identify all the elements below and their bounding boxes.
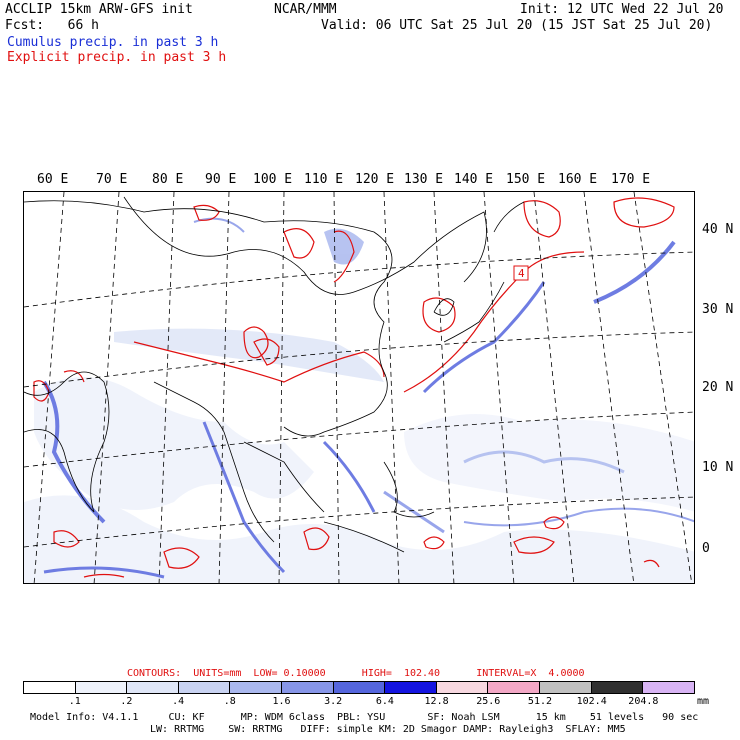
lat-label: 40 N <box>702 222 734 237</box>
color-swatch <box>436 682 489 693</box>
lat-label: 20 N <box>702 380 734 395</box>
color-scale-label: .2 <box>120 696 133 707</box>
lon-label: 70 E <box>96 172 128 187</box>
lon-label: 60 E <box>37 172 69 187</box>
color-scale-label: .8 <box>223 696 236 707</box>
model-info-line2: LW: RRTMG SW: RRTMG DIFF: simple KM: 2D … <box>150 724 626 735</box>
lat-lon-grid <box>24 192 694 583</box>
lon-label: 90 E <box>205 172 237 187</box>
lon-label: 170 E <box>611 172 651 187</box>
explicit-precip-field <box>33 197 675 578</box>
color-scale-label: 1.6 <box>272 696 291 707</box>
color-swatch <box>591 682 644 693</box>
color-swatch <box>24 682 76 693</box>
lon-label: 120 E <box>355 172 395 187</box>
title-left: ACCLIP 15km ARW-GFS init <box>5 2 193 17</box>
color-scale-label: 3.2 <box>324 696 343 707</box>
title-center: NCAR/MMM <box>274 2 337 17</box>
color-swatch <box>540 682 592 693</box>
color-scale-label: .1 <box>68 696 81 707</box>
lat-label: 10 N <box>702 460 734 475</box>
lon-label: 110 E <box>304 172 344 187</box>
color-swatch <box>230 682 283 693</box>
color-scale-label: 12.8 <box>424 696 449 707</box>
map-canvas: 4 <box>24 192 694 583</box>
color-scale-label: 25.6 <box>476 696 501 707</box>
typhoon-marker: 4 <box>513 265 529 281</box>
color-swatch <box>75 682 128 693</box>
color-swatch <box>643 682 694 693</box>
typhoon-marker-label: 4 <box>518 267 525 280</box>
lon-label: 150 E <box>506 172 546 187</box>
explicit-legend-label: Explicit precip. in past 3 h <box>7 50 227 65</box>
color-scale-label: 102.4 <box>576 696 607 707</box>
legend-unit: mm <box>697 696 710 707</box>
valid-time: Valid: 06 UTC Sat 25 Jul 20 (15 JST Sat … <box>321 18 713 33</box>
color-swatch <box>385 682 437 693</box>
lat-label: 30 N <box>702 302 734 317</box>
init-time: Init: 12 UTC Wed 22 Jul 20 <box>520 2 724 17</box>
color-swatch <box>488 682 541 693</box>
color-scale-label: 6.4 <box>375 696 394 707</box>
color-scale-label: 51.2 <box>527 696 553 707</box>
color-swatch <box>127 682 179 693</box>
color-swatch <box>178 682 231 693</box>
contours-info: CONTOURS: UNITS=mm LOW= 0.10000 HIGH= 10… <box>127 668 585 679</box>
color-scale-label: 204.8 <box>628 696 659 707</box>
precipitation-map: 4 <box>23 191 695 584</box>
forecast-hour: Fcst: 66 h <box>5 18 99 33</box>
color-scale-label: .4 <box>172 696 185 707</box>
lon-label: 80 E <box>152 172 184 187</box>
color-swatch <box>282 682 334 693</box>
lon-label: 100 E <box>253 172 293 187</box>
cumulus-legend-label: Cumulus precip. in past 3 h <box>7 35 219 50</box>
lon-label: 160 E <box>558 172 598 187</box>
model-info-line1: Model Info: V4.1.1 CU: KF MP: WDM 6class… <box>30 712 699 723</box>
cumulus-precip-field <box>24 217 694 583</box>
lon-label: 140 E <box>454 172 494 187</box>
lon-label: 130 E <box>404 172 444 187</box>
color-scale-bar <box>23 681 695 694</box>
color-swatch <box>333 682 386 693</box>
lat-label: 0 <box>702 541 710 556</box>
